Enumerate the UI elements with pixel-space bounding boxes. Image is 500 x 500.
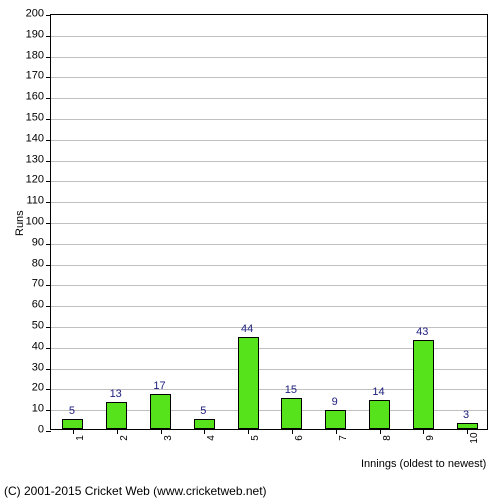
ytick-mark <box>46 161 51 162</box>
xtick-mark <box>336 429 337 434</box>
xtick-mark <box>117 429 118 434</box>
ytick-label: 140 <box>20 133 44 144</box>
bar-value-label: 5 <box>69 406 75 417</box>
gridline <box>51 57 487 58</box>
ytick-label: 30 <box>20 362 44 373</box>
ytick-mark <box>46 369 51 370</box>
gridline <box>51 140 487 141</box>
ytick-mark <box>46 181 51 182</box>
bar <box>106 402 127 429</box>
ytick-label: 50 <box>20 321 44 332</box>
gridline <box>51 36 487 37</box>
ytick-mark <box>46 410 51 411</box>
x-axis-label: Innings (oldest to newest) <box>361 458 486 470</box>
ytick-label: 40 <box>20 341 44 352</box>
xtick-label: 1 <box>76 435 86 441</box>
bar-value-label: 5 <box>200 406 206 417</box>
bar <box>238 337 259 429</box>
xtick-mark <box>161 429 162 434</box>
ytick-mark <box>46 306 51 307</box>
ytick-mark <box>46 77 51 78</box>
copyright-text: (C) 2001-2015 Cricket Web (www.cricketwe… <box>4 484 267 498</box>
ytick-mark <box>46 327 51 328</box>
xtick-label: 3 <box>164 435 174 441</box>
ytick-label: 160 <box>20 92 44 103</box>
xtick-label: 5 <box>251 435 261 441</box>
gridline <box>51 202 487 203</box>
ytick-label: 150 <box>20 113 44 124</box>
ytick-mark <box>46 15 51 16</box>
ytick-label: 20 <box>20 383 44 394</box>
ytick-label: 180 <box>20 50 44 61</box>
gridline <box>51 161 487 162</box>
ytick-label: 70 <box>20 279 44 290</box>
xtick-label: 7 <box>339 435 349 441</box>
ytick-label: 110 <box>20 196 44 207</box>
ytick-label: 170 <box>20 71 44 82</box>
ytick-mark <box>46 285 51 286</box>
ytick-mark <box>46 36 51 37</box>
ytick-label: 0 <box>20 425 44 436</box>
xtick-label: 6 <box>295 435 305 441</box>
ytick-label: 190 <box>20 29 44 40</box>
ytick-mark <box>46 244 51 245</box>
xtick-mark <box>73 429 74 434</box>
xtick-mark <box>248 429 249 434</box>
ytick-mark <box>46 265 51 266</box>
xtick-label: 8 <box>383 435 393 441</box>
xtick-label: 10 <box>470 432 480 443</box>
ytick-mark <box>46 389 51 390</box>
bar <box>150 394 171 429</box>
ytick-mark <box>46 223 51 224</box>
ytick-mark <box>46 202 51 203</box>
ytick-label: 100 <box>20 217 44 228</box>
gridline <box>51 181 487 182</box>
bar-value-label: 15 <box>285 385 297 396</box>
ytick-label: 10 <box>20 404 44 415</box>
gridline <box>51 285 487 286</box>
xtick-mark <box>423 429 424 434</box>
gridline <box>51 119 487 120</box>
bar-value-label: 43 <box>416 327 428 338</box>
ytick-mark <box>46 98 51 99</box>
gridline <box>51 77 487 78</box>
bar <box>369 400 390 429</box>
ytick-label: 130 <box>20 154 44 165</box>
xtick-label: 9 <box>426 435 436 441</box>
bar-value-label: 17 <box>153 381 165 392</box>
gridline <box>51 244 487 245</box>
ytick-mark <box>46 348 51 349</box>
bar <box>281 398 302 429</box>
ytick-mark <box>46 431 51 432</box>
ytick-label: 90 <box>20 237 44 248</box>
gridline <box>51 223 487 224</box>
gridline <box>51 98 487 99</box>
runs-by-innings-chart: Runs Innings (oldest to newest) (C) 2001… <box>0 0 500 500</box>
gridline <box>51 306 487 307</box>
xtick-mark <box>292 429 293 434</box>
ytick-mark <box>46 140 51 141</box>
ytick-label: 60 <box>20 300 44 311</box>
xtick-mark <box>380 429 381 434</box>
xtick-mark <box>204 429 205 434</box>
bar-value-label: 3 <box>463 410 469 421</box>
ytick-mark <box>46 119 51 120</box>
ytick-label: 80 <box>20 258 44 269</box>
ytick-mark <box>46 57 51 58</box>
bar-value-label: 44 <box>241 324 253 335</box>
plot-area <box>50 14 488 430</box>
xtick-label: 2 <box>120 435 130 441</box>
bar <box>194 419 215 429</box>
ytick-label: 120 <box>20 175 44 186</box>
bar <box>325 410 346 429</box>
bar-value-label: 13 <box>110 389 122 400</box>
gridline <box>51 265 487 266</box>
xtick-mark <box>467 429 468 434</box>
ytick-label: 200 <box>20 9 44 20</box>
xtick-label: 4 <box>207 435 217 441</box>
bar <box>62 419 83 429</box>
bar <box>413 340 434 429</box>
bar-value-label: 14 <box>372 387 384 398</box>
bar-value-label: 9 <box>332 397 338 408</box>
